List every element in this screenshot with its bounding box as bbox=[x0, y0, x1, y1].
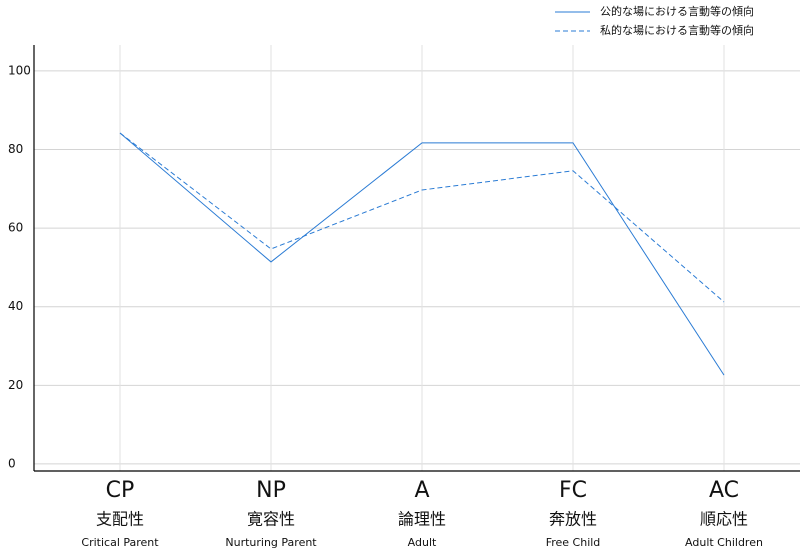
y-tick-label: 20 bbox=[8, 378, 23, 392]
category-name-ja: 支配性 bbox=[96, 510, 144, 529]
series-line bbox=[119, 132, 725, 376]
series-line bbox=[119, 132, 725, 303]
category-name-en: Adult Children bbox=[685, 536, 763, 549]
category-code: FC bbox=[559, 478, 587, 503]
category-name-en: Nurturing Parent bbox=[225, 536, 317, 549]
y-tick-label: 0 bbox=[8, 456, 16, 470]
category-code: NP bbox=[256, 478, 286, 503]
legend-label: 私的な場における言動等の傾向 bbox=[600, 23, 754, 37]
y-tick-label: 60 bbox=[8, 221, 23, 235]
legend-label: 公的な場における言動等の傾向 bbox=[600, 4, 754, 18]
category-name-ja: 順応性 bbox=[700, 510, 748, 529]
category-code: AC bbox=[709, 478, 739, 503]
y-tick-label: 40 bbox=[8, 299, 23, 313]
category-code: CP bbox=[106, 478, 135, 503]
y-tick-label: 80 bbox=[8, 142, 23, 156]
category-name-en: Critical Parent bbox=[81, 536, 159, 549]
category-name-en: Adult bbox=[408, 536, 437, 549]
category-name-ja: 奔放性 bbox=[549, 510, 597, 529]
category-name-ja: 論理性 bbox=[398, 510, 446, 529]
category-name-en: Free Child bbox=[546, 536, 601, 549]
y-tick-label: 100 bbox=[8, 63, 31, 77]
category-name-ja: 寛容性 bbox=[247, 510, 295, 529]
category-code: A bbox=[414, 478, 429, 503]
